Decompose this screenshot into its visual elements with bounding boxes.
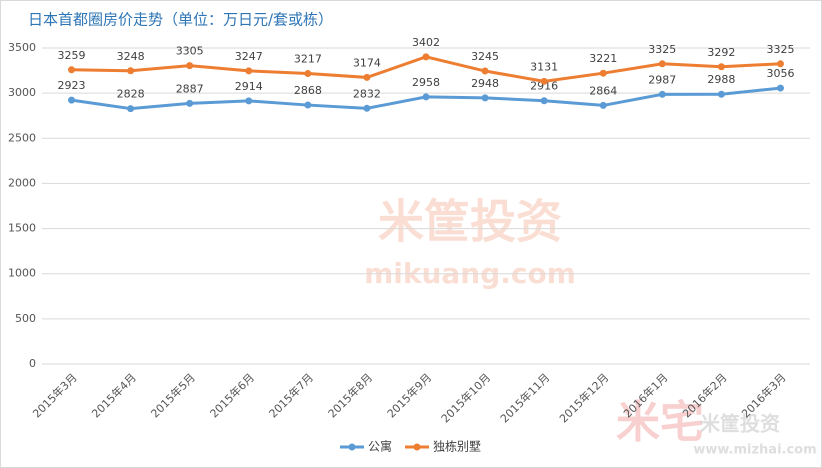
data-point bbox=[127, 105, 135, 113]
data-point bbox=[658, 60, 666, 68]
y-tick-label: 500 bbox=[15, 312, 36, 325]
data-label: 2958 bbox=[412, 76, 440, 89]
legend-label: 公寓 bbox=[368, 439, 392, 454]
data-point bbox=[599, 101, 607, 109]
data-label: 2916 bbox=[530, 80, 558, 93]
data-label: 3248 bbox=[117, 50, 145, 63]
data-point bbox=[481, 94, 489, 102]
watermark: 米筐投资 bbox=[378, 195, 562, 249]
data-point bbox=[127, 67, 135, 75]
y-tick-label: 1500 bbox=[8, 222, 36, 235]
data-label: 2987 bbox=[648, 73, 676, 86]
data-label: 2828 bbox=[117, 88, 145, 101]
data-point bbox=[68, 66, 76, 74]
data-point bbox=[540, 97, 548, 105]
data-label: 2887 bbox=[176, 82, 204, 95]
legend-marker bbox=[348, 443, 356, 451]
data-point bbox=[186, 62, 194, 70]
data-label: 3259 bbox=[58, 49, 86, 62]
data-point bbox=[717, 90, 725, 98]
data-point bbox=[776, 84, 784, 92]
data-label: 3217 bbox=[294, 53, 322, 66]
data-label: 2988 bbox=[707, 73, 735, 86]
data-label: 3245 bbox=[471, 50, 499, 63]
data-point bbox=[776, 60, 784, 68]
data-point bbox=[363, 104, 371, 112]
data-label: 2914 bbox=[235, 80, 263, 93]
y-tick-label: 3000 bbox=[8, 86, 36, 99]
y-tick-label: 2000 bbox=[8, 176, 36, 189]
data-point bbox=[304, 101, 312, 109]
data-label: 2868 bbox=[294, 84, 322, 97]
legend-label: 独栋别墅 bbox=[433, 439, 481, 454]
watermark: www.mizhai.com bbox=[693, 443, 816, 458]
watermark: 米宅 bbox=[616, 397, 704, 448]
data-label: 3131 bbox=[530, 60, 558, 73]
data-label: 3402 bbox=[412, 36, 440, 49]
data-point bbox=[186, 99, 194, 107]
data-label: 3056 bbox=[766, 67, 794, 80]
data-label: 2923 bbox=[58, 79, 86, 92]
y-tick-label: 0 bbox=[29, 357, 36, 370]
y-tick-label: 3500 bbox=[8, 41, 36, 54]
data-label: 3247 bbox=[235, 50, 263, 63]
data-point bbox=[422, 53, 430, 61]
data-label: 3325 bbox=[766, 43, 794, 56]
data-label: 2864 bbox=[589, 84, 617, 97]
data-label: 3325 bbox=[648, 43, 676, 56]
data-point bbox=[245, 67, 253, 75]
data-point bbox=[658, 90, 666, 98]
watermark: 米筐投资 bbox=[700, 412, 780, 436]
data-point bbox=[68, 96, 76, 104]
data-label: 3292 bbox=[707, 46, 735, 59]
chart-title: 日本首都圈房价走势（单位：万日元/套或栋） bbox=[28, 11, 333, 29]
data-point bbox=[717, 63, 725, 71]
data-point bbox=[304, 70, 312, 78]
data-point bbox=[599, 69, 607, 77]
data-label: 3174 bbox=[353, 56, 381, 69]
data-point bbox=[363, 73, 371, 81]
data-point bbox=[540, 77, 548, 85]
data-label: 3221 bbox=[589, 52, 617, 65]
data-point bbox=[245, 97, 253, 105]
data-label: 2832 bbox=[353, 87, 381, 100]
legend-marker bbox=[413, 443, 421, 451]
data-label: 2948 bbox=[471, 77, 499, 90]
y-tick-label: 2500 bbox=[8, 131, 36, 144]
data-point bbox=[422, 93, 430, 101]
y-tick-label: 1000 bbox=[8, 267, 36, 280]
data-point bbox=[481, 67, 489, 75]
data-label: 3305 bbox=[176, 45, 204, 58]
